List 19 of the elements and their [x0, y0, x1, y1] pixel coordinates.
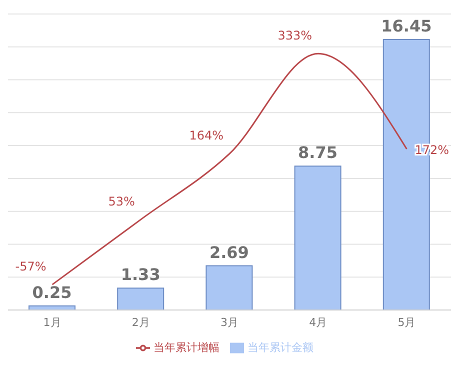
x-tick-label: 5月 — [398, 316, 416, 329]
data-label: 1.33 — [120, 265, 160, 284]
bar — [206, 265, 253, 310]
data-label: 2.69 — [209, 242, 249, 262]
legend-label: 当年累计金额 — [248, 341, 314, 354]
x-tick-label: 2月 — [132, 316, 150, 329]
data-label: 164% — [189, 128, 224, 143]
data-label: 8.75 — [298, 143, 338, 162]
bar — [117, 288, 164, 310]
data-label: 53% — [108, 194, 135, 208]
bar — [294, 166, 342, 310]
legend-label: 当年累计增幅 — [154, 341, 220, 354]
x-tick-label: 4月 — [309, 316, 328, 329]
data-label: -57% — [15, 260, 46, 274]
data-label: 16.45 — [381, 16, 432, 36]
x-tick-label: 3月 — [220, 316, 238, 329]
x-tick-label: 1月 — [43, 316, 62, 329]
data-label: 333% — [278, 28, 312, 43]
data-label: 0.25 — [32, 282, 72, 302]
